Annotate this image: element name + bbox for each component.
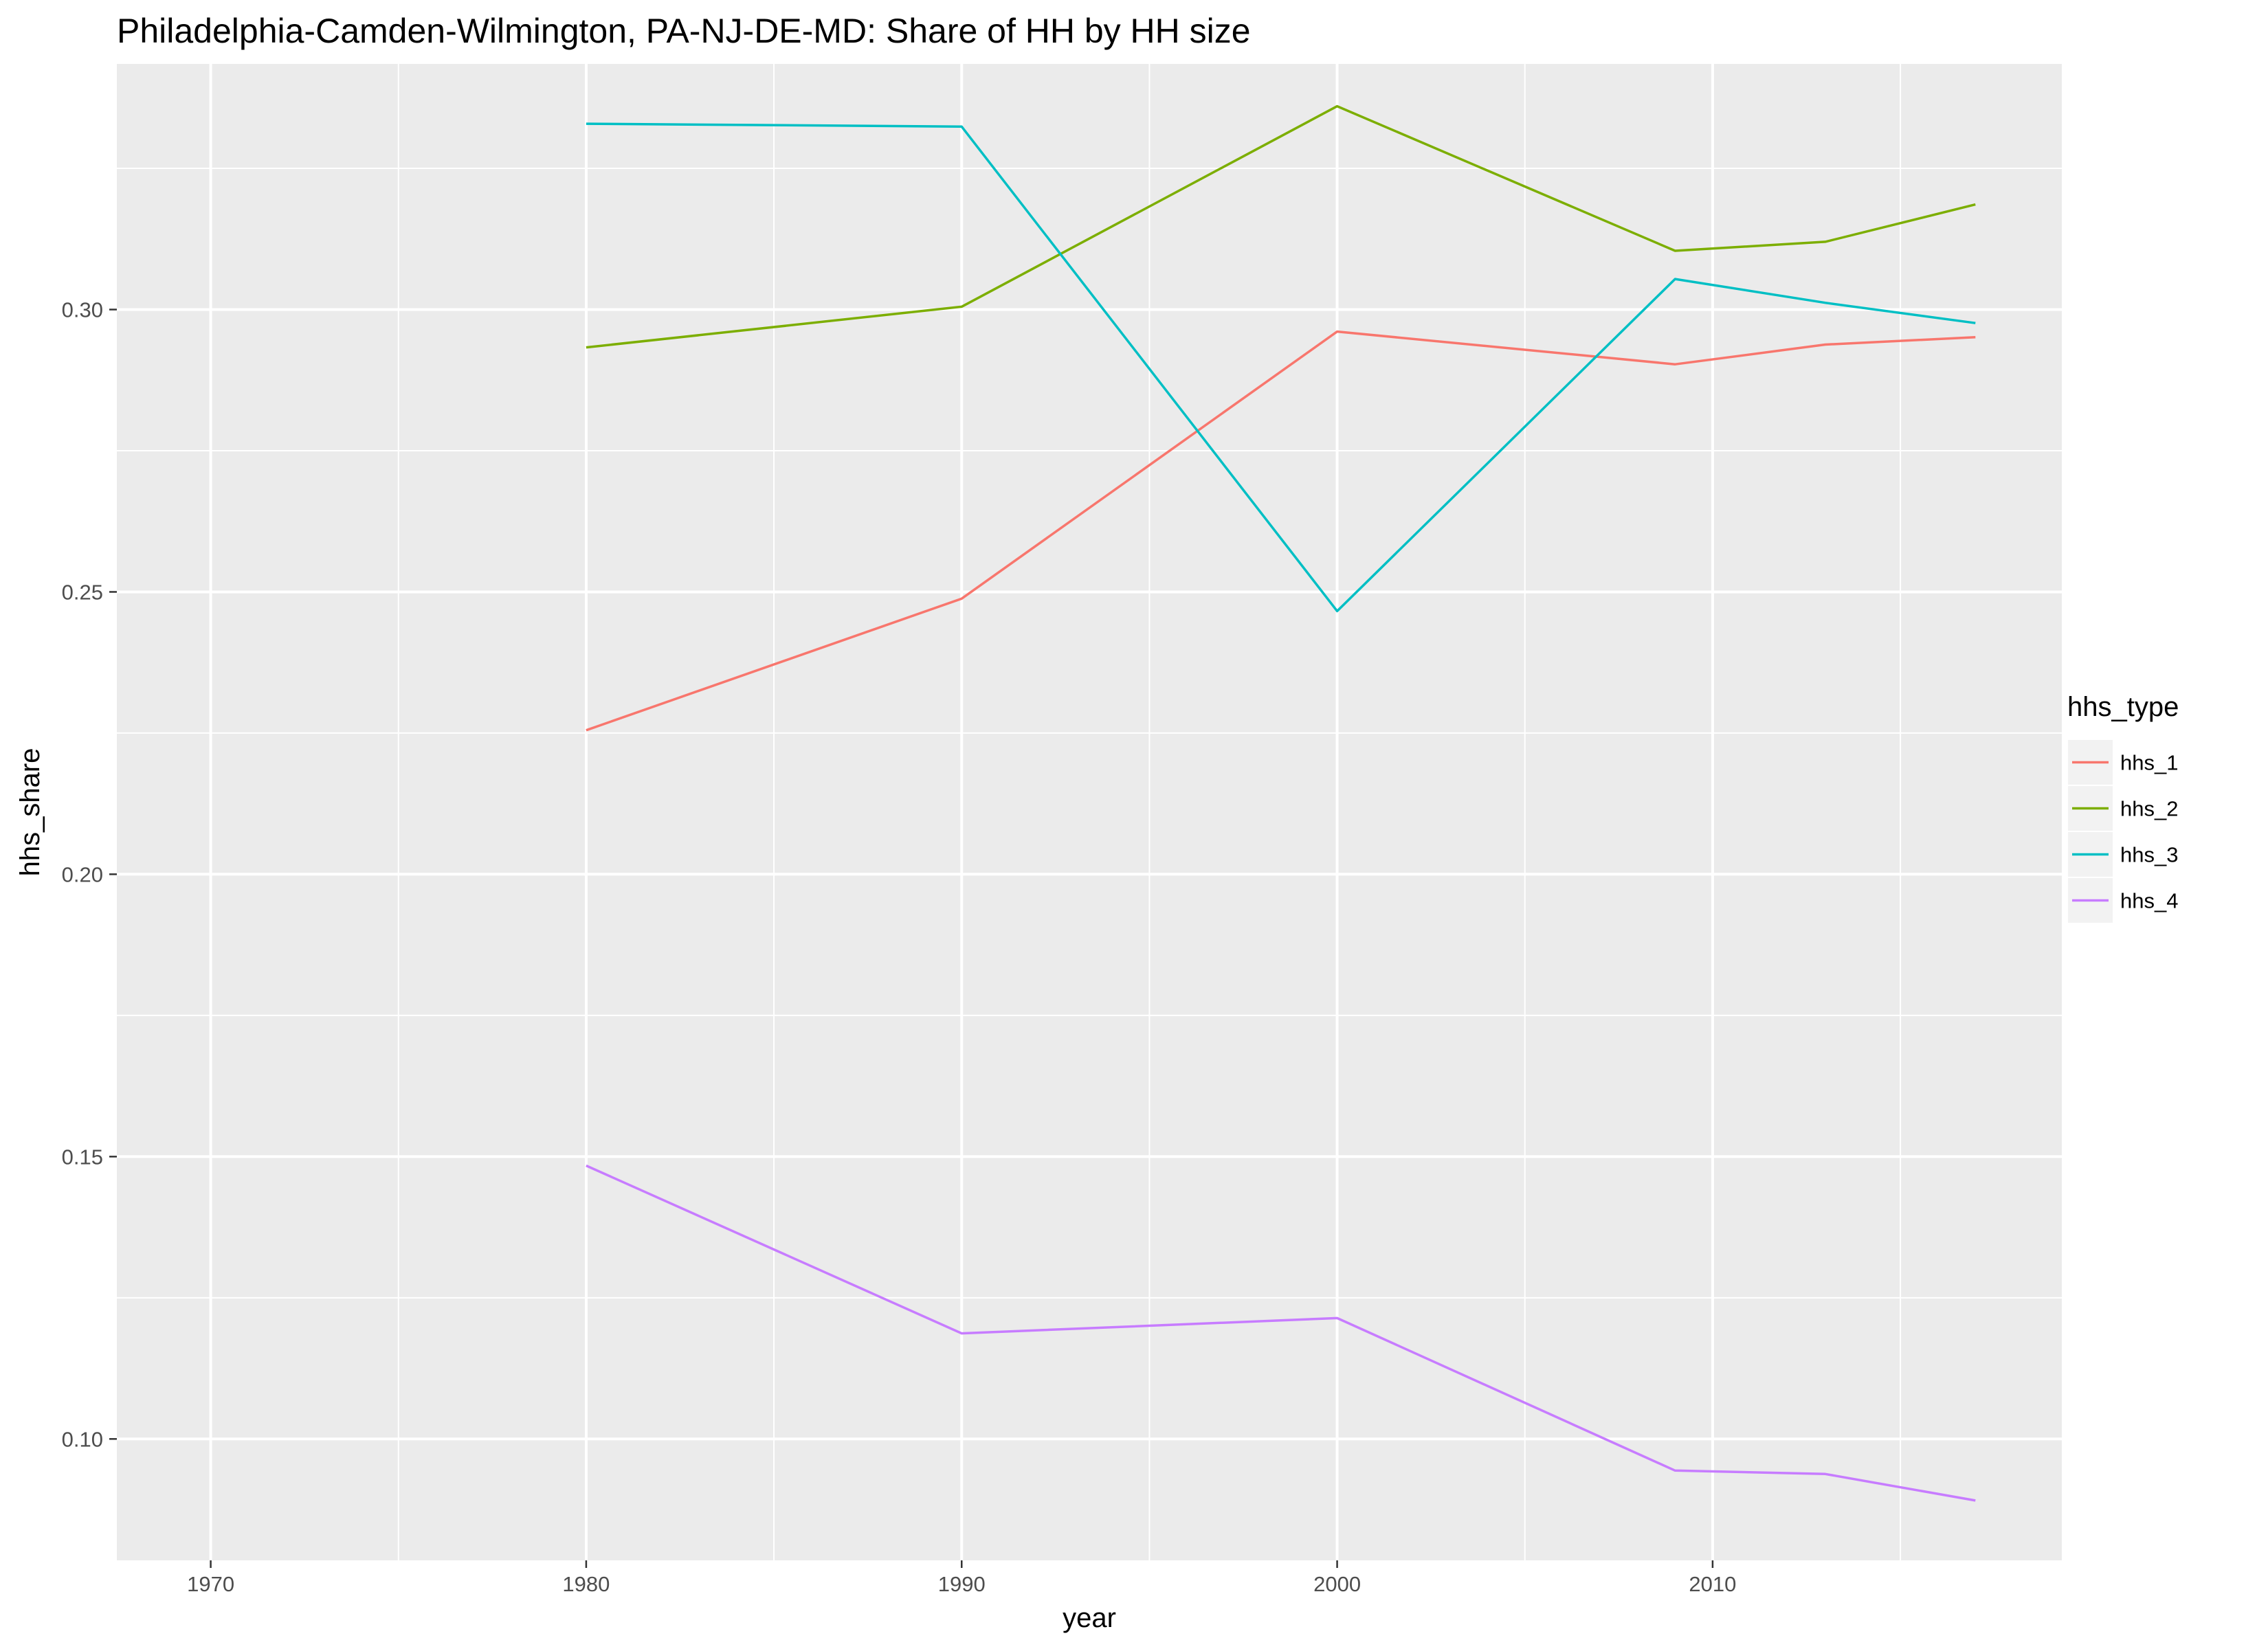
y-tick-label: 0.15 bbox=[62, 1145, 103, 1169]
x-tick-label: 1990 bbox=[938, 1572, 986, 1596]
x-tick-label: 2010 bbox=[1689, 1572, 1736, 1596]
y-axis-title: hhs_share bbox=[15, 748, 45, 877]
legend: hhs_type hhs_1 hhs_2 hhs_3 hhs_4 bbox=[2067, 692, 2179, 924]
y-tick-label: 0.20 bbox=[62, 862, 103, 886]
series-line-hhs-2 bbox=[586, 104, 1976, 349]
minor-gridlines bbox=[117, 64, 2062, 1560]
x-axis-title: year bbox=[1063, 1603, 1116, 1633]
series-lines bbox=[586, 104, 1976, 1502]
y-axis-ticks: 0.10 0.15 0.20 0.25 0.30 bbox=[62, 298, 117, 1451]
legend-label-hhs-4: hhs_4 bbox=[2120, 889, 2178, 913]
major-gridlines bbox=[117, 64, 2062, 1560]
x-tick-label: 1970 bbox=[187, 1572, 234, 1596]
plot-panel bbox=[117, 64, 2062, 1560]
y-tick-label: 0.30 bbox=[62, 298, 103, 322]
x-tick-label: 1980 bbox=[562, 1572, 610, 1596]
chart-title: Philadelphia-Camden-Wilmington, PA-NJ-DE… bbox=[117, 12, 1251, 50]
series-line-hhs-1 bbox=[586, 330, 1976, 732]
legend-label-hhs-1: hhs_1 bbox=[2120, 751, 2178, 775]
y-tick-label: 0.10 bbox=[62, 1427, 103, 1451]
legend-label-hhs-3: hhs_3 bbox=[2120, 843, 2178, 867]
legend-label-hhs-2: hhs_2 bbox=[2120, 797, 2178, 821]
x-axis-ticks: 1970 1980 1990 2000 2010 bbox=[187, 1560, 1736, 1596]
legend-title: hhs_type bbox=[2067, 692, 2179, 722]
series-line-hhs-4 bbox=[586, 1164, 1976, 1502]
y-tick-label: 0.25 bbox=[62, 580, 103, 604]
series-line-hhs-3 bbox=[586, 122, 1976, 613]
x-tick-label: 2000 bbox=[1313, 1572, 1361, 1596]
